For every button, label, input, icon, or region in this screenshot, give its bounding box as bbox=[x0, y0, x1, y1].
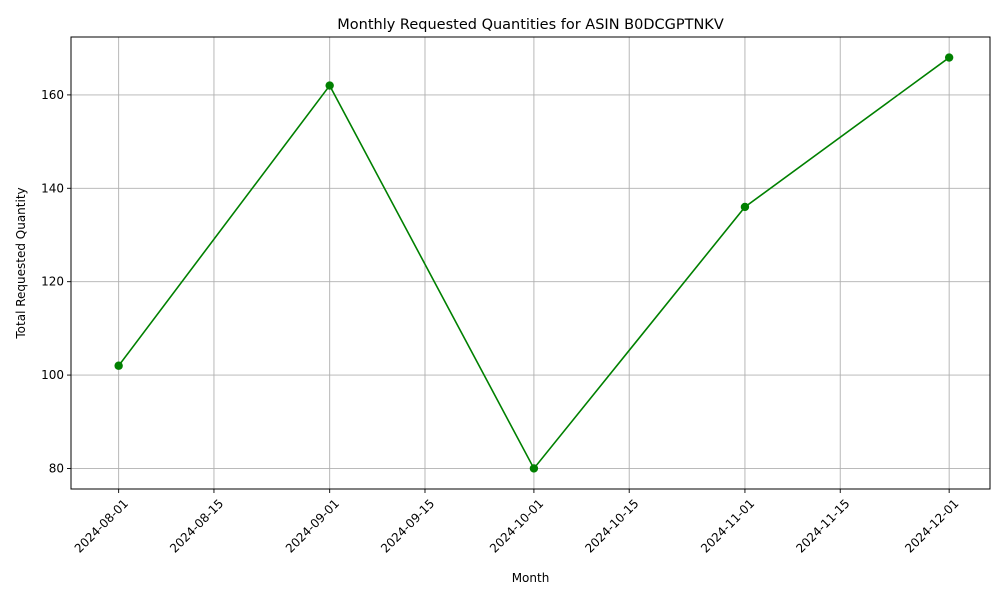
grid bbox=[71, 37, 990, 489]
data-point bbox=[740, 202, 750, 212]
y-tick-label: 80 bbox=[49, 461, 64, 475]
data-point bbox=[325, 81, 334, 90]
plot-frame bbox=[70, 36, 991, 490]
y-tick-label: 160 bbox=[41, 88, 64, 102]
chart-title: Monthly Requested Quantities for ASIN B0… bbox=[337, 17, 724, 33]
y-axis-label: Total Requested Quantity bbox=[14, 187, 28, 339]
y-tick-label: 100 bbox=[41, 368, 64, 382]
y-tick-label: 120 bbox=[41, 275, 64, 289]
data-point bbox=[529, 464, 539, 473]
data-point bbox=[114, 361, 123, 370]
series bbox=[114, 53, 954, 473]
data-point bbox=[944, 53, 954, 62]
y-tick-label: 140 bbox=[41, 181, 64, 195]
x-axis-label: Month bbox=[512, 571, 550, 585]
